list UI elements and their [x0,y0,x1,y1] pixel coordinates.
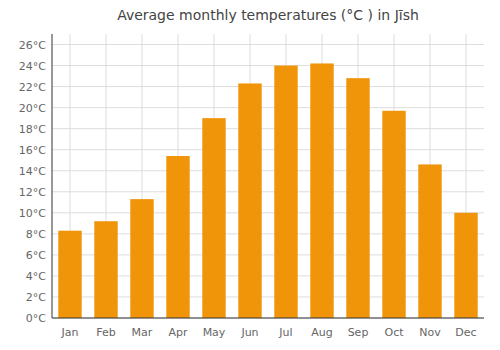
tick-label: 14°C [19,165,46,178]
tick-label: Apr [168,326,188,339]
tick-label: 26°C [19,39,46,52]
tick-label: May [203,326,226,339]
tick-label: Dec [455,326,476,339]
grid-line [52,86,484,87]
tick-label: 18°C [19,123,46,136]
tick-label: 4°C [26,270,46,283]
bars [58,63,477,318]
tick-label: Aug [311,326,332,339]
bar [58,231,81,318]
grid-line [52,149,484,150]
bar [382,111,405,318]
tick-label: 6°C [26,249,46,262]
tick-label: Mar [132,326,153,339]
bar [418,164,441,318]
x-axis: Jan Feb Mar Apr May Jun Jul Aug Sep Oct Nov Dec [61,326,477,339]
bar [310,63,333,318]
tick-label: Feb [96,326,115,339]
tick-label: 2°C [26,291,46,304]
tick-label: Jun [240,326,258,339]
tick-label: 8°C [26,228,46,241]
axis-line [52,34,53,318]
tick-label: 10°C [19,207,46,220]
tick-label: 16°C [19,144,46,157]
tick-label: 0°C [26,312,46,325]
bar [166,156,189,318]
tick-label: Jan [61,326,79,339]
grid-line [52,65,484,66]
bar [274,66,297,318]
grid-line [52,128,484,129]
grid-line [52,318,484,319]
tick-label: Nov [419,326,441,339]
tick-label: 20°C [19,102,46,115]
tick-label: Sep [348,326,369,339]
grid-line [52,107,484,108]
axis-line [52,318,484,319]
title: Average monthly temperatures (°C ) in Jī… [117,7,419,23]
tick-label: 24°C [19,60,46,73]
bar [94,221,117,318]
tick-label: 12°C [19,186,46,199]
chart: Average monthly temperatures (°C ) in Jī… [0,0,500,350]
grid [52,34,484,318]
tick-label: Oct [384,326,404,339]
bar [346,78,369,318]
bar [202,118,225,318]
tick-label: Jul [278,326,292,339]
y-axis: 0°C 2°C 4°C 6°C 8°C 10°C 12°C 14°C 16°C 18°C 20°C 2… [19,39,46,325]
grid-line [52,44,484,45]
tick-label: 22°C [19,81,46,94]
bar [238,83,261,318]
bar [454,213,477,318]
bar [130,199,153,318]
